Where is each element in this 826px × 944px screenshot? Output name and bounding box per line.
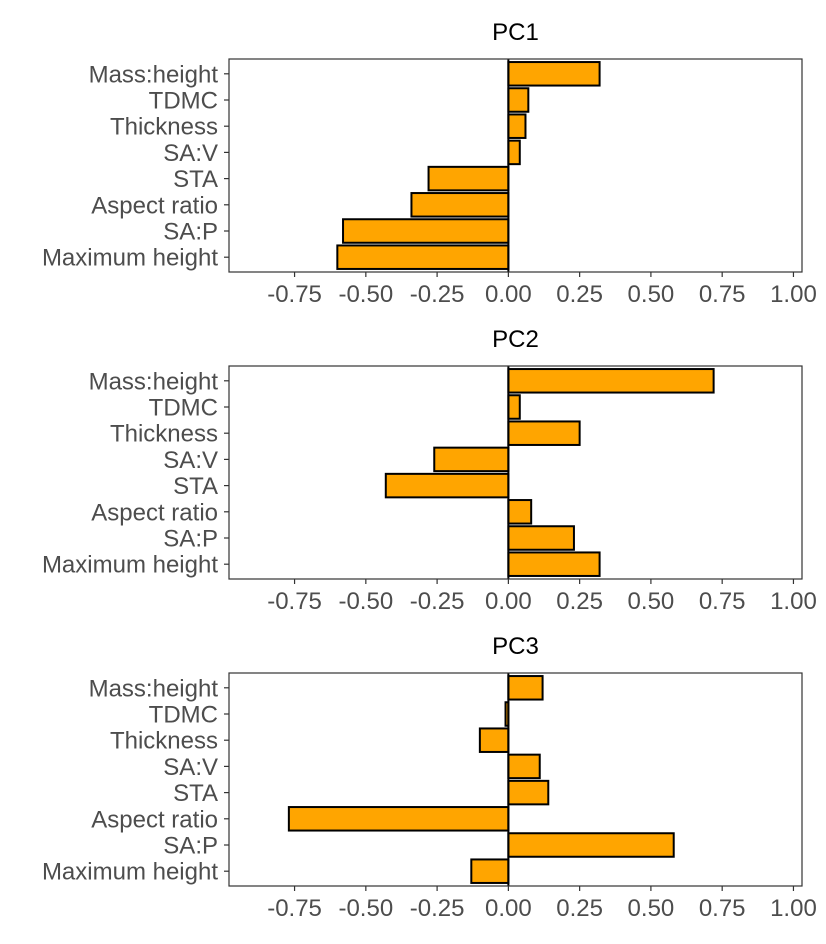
category-label: TDMC: [149, 88, 218, 115]
x-tick-label: -0.25: [410, 895, 465, 922]
category-label: SA:V: [163, 754, 218, 781]
panel-title: PC2: [492, 326, 539, 353]
x-tick-label: -0.25: [410, 588, 465, 615]
panel-title: PC1: [492, 19, 539, 46]
bar-maximum-height: [336, 244, 510, 270]
category-label: SA:V: [163, 447, 218, 474]
category-label: Aspect ratio: [91, 192, 218, 219]
x-tick-label: -0.50: [338, 281, 393, 308]
bar-maximum-height: [507, 551, 601, 577]
bar-sta: [384, 472, 510, 499]
category-label: Aspect ratio: [91, 499, 218, 526]
bar-sa-v: [433, 446, 510, 473]
bar-tdmc: [507, 394, 521, 420]
bar-tdmc: [507, 87, 530, 113]
category-label: TDMC: [149, 702, 218, 729]
bar-mass-height: [507, 61, 601, 87]
x-tick-label: -0.50: [338, 895, 393, 922]
x-tick-label: 0.50: [628, 895, 675, 922]
bar-mass-height: [507, 675, 544, 701]
bar-sa-p: [507, 525, 575, 551]
category-label: Thickness: [110, 114, 218, 141]
x-tick-label: 0.00: [485, 895, 532, 922]
x-tick-label: -0.50: [338, 588, 393, 615]
x-tick-label: -0.75: [267, 588, 322, 615]
x-tick-label: 0.25: [556, 588, 603, 615]
x-tick-label: -0.25: [410, 281, 465, 308]
bar-mass-height: [507, 368, 715, 394]
x-tick-label: -0.75: [267, 895, 322, 922]
x-tick-label: 0.50: [628, 281, 675, 308]
category-label: Aspect ratio: [91, 806, 218, 833]
category-label: Maximum height: [42, 245, 218, 272]
panel-border: [228, 672, 803, 887]
bar-sta: [427, 165, 510, 192]
category-label: STA: [173, 473, 218, 500]
category-label: Maximum height: [42, 552, 218, 579]
category-label: Mass:height: [89, 61, 219, 88]
x-tick-label: 1.00: [770, 895, 817, 922]
category-label: Thickness: [110, 421, 218, 448]
bar-sta: [507, 779, 550, 806]
x-tick-label: 0.75: [699, 281, 746, 308]
category-label: STA: [173, 166, 218, 193]
x-tick-label: -0.75: [267, 281, 322, 308]
category-label: STA: [173, 780, 218, 807]
bar-sa-v: [507, 139, 521, 166]
x-tick-label: 0.25: [556, 895, 603, 922]
bar-aspect-ratio: [507, 499, 533, 525]
category-label: TDMC: [149, 395, 218, 422]
bar-thickness: [507, 420, 581, 446]
bar-aspect-ratio: [410, 192, 510, 218]
bar-aspect-ratio: [287, 806, 510, 832]
bar-sa-p: [507, 832, 675, 858]
x-tick-label: 0.25: [556, 281, 603, 308]
category-label: SA:P: [163, 219, 218, 246]
panel-title: PC3: [492, 633, 539, 660]
bar-sa-p: [342, 218, 510, 244]
x-tick-label: 0.00: [485, 281, 532, 308]
x-tick-label: 0.75: [699, 588, 746, 615]
bar-maximum-height: [470, 858, 510, 884]
category-label: SA:V: [163, 140, 218, 167]
x-tick-label: 1.00: [770, 281, 817, 308]
x-tick-label: 1.00: [770, 588, 817, 615]
bar-thickness: [507, 113, 527, 139]
category-label: SA:P: [163, 526, 218, 553]
x-tick-label: 0.00: [485, 588, 532, 615]
panel-border: [228, 58, 803, 273]
x-tick-label: 0.75: [699, 895, 746, 922]
panel-border: [228, 365, 803, 580]
category-label: Mass:height: [89, 675, 219, 702]
x-tick-label: 0.50: [628, 588, 675, 615]
category-label: Maximum height: [42, 859, 218, 886]
bar-thickness: [478, 727, 510, 753]
category-label: Mass:height: [89, 368, 219, 395]
category-label: Thickness: [110, 728, 218, 755]
category-label: SA:P: [163, 833, 218, 860]
bar-sa-v: [507, 753, 541, 780]
